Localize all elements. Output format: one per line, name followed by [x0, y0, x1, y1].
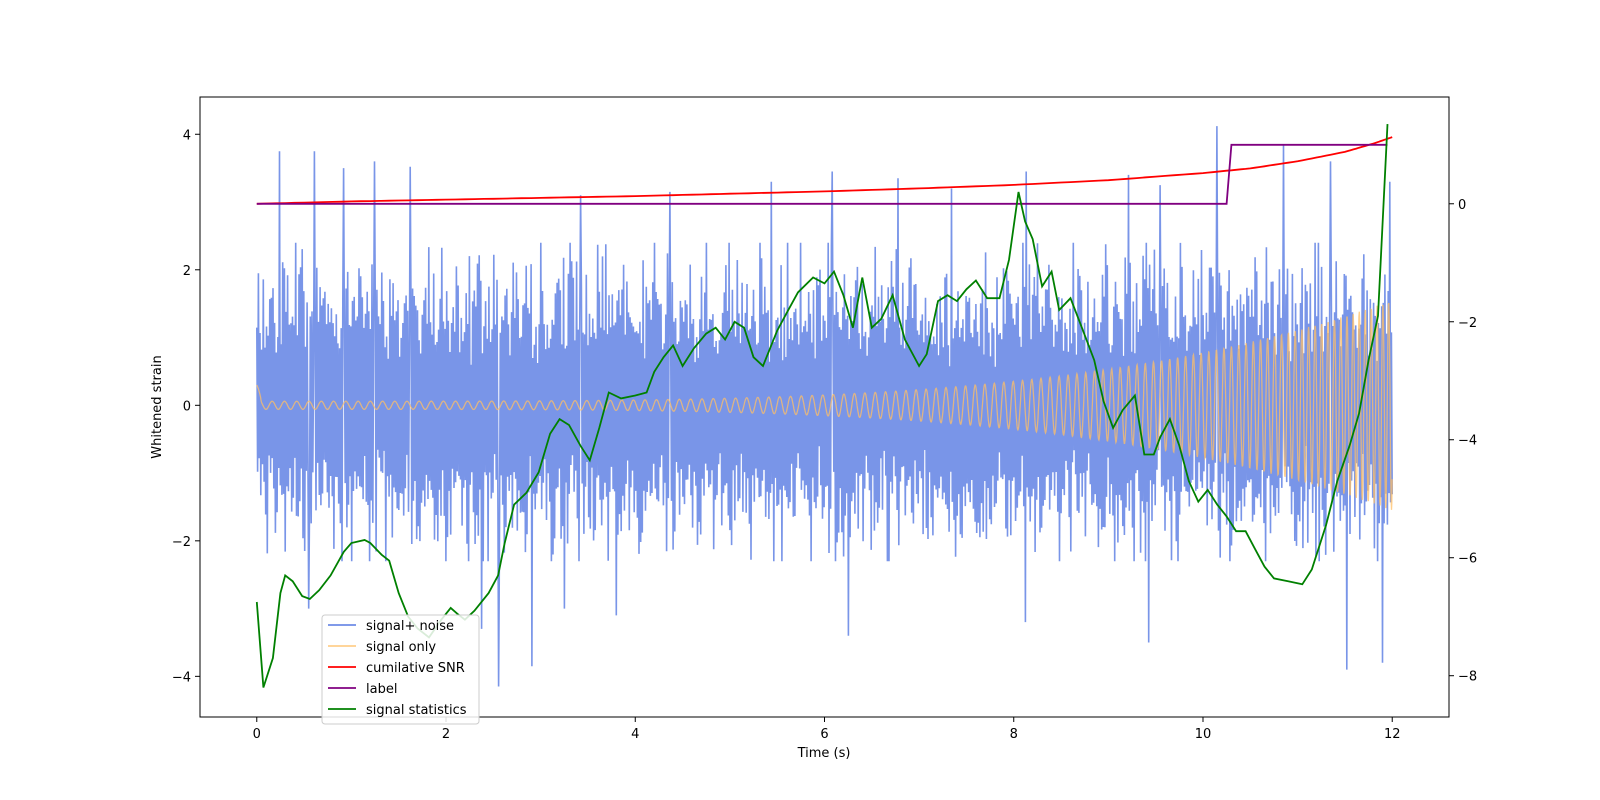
x-tick-label: 12	[1384, 727, 1401, 742]
y-right-tick-label: −2	[1458, 316, 1477, 331]
y-left-tick-label: −4	[172, 670, 191, 685]
y-left-tick-label: 2	[183, 264, 191, 279]
y-right-tick-label: 0	[1458, 198, 1466, 213]
series-signal-only-line	[256, 302, 1393, 510]
legend-label-signal-only: signal only	[366, 640, 436, 655]
x-tick-label: 8	[1010, 727, 1018, 742]
x-tick-label: 10	[1195, 727, 1212, 742]
y-left-tick-label: −2	[172, 535, 191, 550]
legend-label-cumilative-snr: cumilative SNR	[366, 661, 465, 676]
axis-layer: 0 2 4 6 8 10 12 −4 −2 0 2 4 −8 −6 −4 −2 0	[172, 128, 1477, 742]
legend-box	[321, 614, 480, 725]
series-layer	[255, 124, 1393, 688]
x-tick-label: 2	[442, 727, 450, 742]
y-left-tick-label: 0	[183, 399, 191, 414]
y-left-tick-label: 4	[183, 128, 191, 143]
x-axis-label: Time (s)	[797, 746, 851, 761]
legend-label-signal-statistics: signal statistics	[366, 703, 467, 718]
series-cumilative-snr-line	[256, 136, 1393, 205]
legend-label-label: label	[366, 682, 397, 697]
y-right-tick-label: −6	[1458, 552, 1477, 567]
x-tick-label: 4	[631, 727, 639, 742]
series-signal-plus-noise-line	[256, 126, 1393, 687]
y-right-tick-label: −4	[1458, 434, 1477, 449]
series-label-line	[256, 143, 1388, 205]
y-axis-label-left: Whitened strain	[150, 355, 165, 458]
y-right-tick-label: −8	[1458, 670, 1477, 685]
x-tick-label: 0	[253, 727, 261, 742]
legend: signal+ noise signal only cumilative SNR la…	[321, 614, 480, 725]
x-tick-label: 6	[820, 727, 828, 742]
legend-label-signal-noise: signal+ noise	[366, 619, 454, 634]
